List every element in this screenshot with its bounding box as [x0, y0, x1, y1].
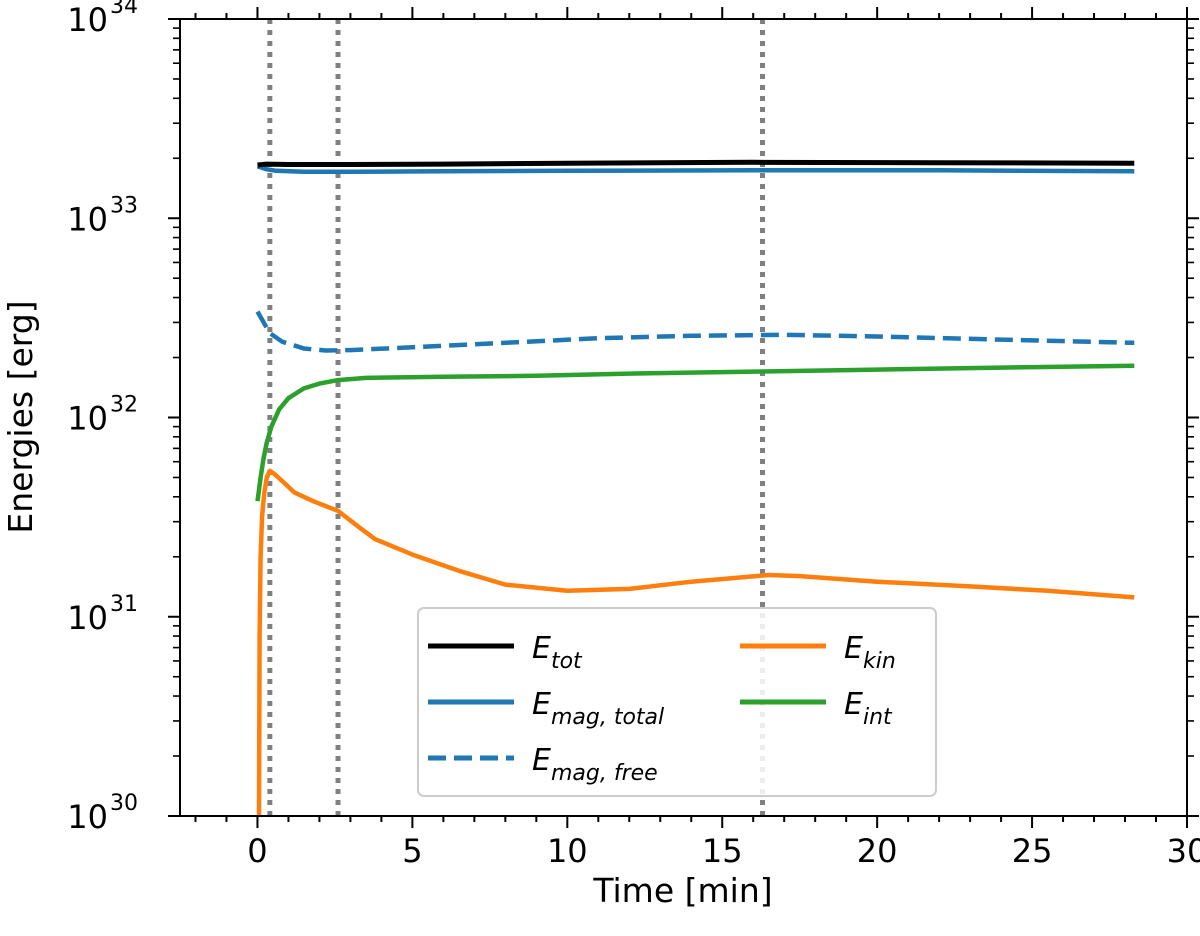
- y-tick-label: 1033: [67, 193, 138, 238]
- y-tick-exponent: 34: [110, 0, 138, 19]
- y-tick-exponent: 31: [110, 592, 138, 617]
- y-tick-label: 1034: [67, 0, 138, 39]
- series-line-e-int: [255, 363, 1135, 502]
- legend-entry-subscript: mag, total: [551, 705, 664, 730]
- plot-area: 0 5 10 15 20 25 30 1030 1031 1032 1033 1034: [67, 0, 1200, 870]
- y-tick-exponent: 32: [110, 393, 138, 418]
- y-tick-label: 1030: [67, 791, 138, 836]
- y-tick-label: 1032: [67, 393, 138, 438]
- series-lines: [255, 159, 1135, 816]
- y-tick-label: 1031: [67, 592, 138, 637]
- x-tick-label: 25: [1012, 832, 1053, 870]
- x-axis-label: Time [min]: [592, 871, 772, 910]
- legend-entry-subscript: mag, free: [551, 761, 658, 786]
- x-tick-label: 0: [247, 832, 267, 870]
- series-line-e-mag-total: [256, 164, 1135, 175]
- x-tick-label: 10: [547, 832, 588, 870]
- series-line-e-mag-free: [255, 310, 1135, 353]
- legend-box: [417, 607, 937, 797]
- x-tick-label: 20: [857, 832, 898, 870]
- legend-entry-subscript: tot: [551, 649, 583, 674]
- legend-entry-subscript: kin: [863, 649, 896, 674]
- y-axis-label: Energies [erg]: [1, 300, 40, 533]
- x-tick-label: 5: [402, 832, 422, 870]
- x-axis-ticks: 0 5 10 15 20 25 30: [194, 7, 1200, 870]
- x-tick-label: 15: [702, 832, 743, 870]
- legend-entry-subscript: int: [863, 705, 893, 730]
- series-line-e-kin: [256, 468, 1135, 816]
- series-line-e-tot: [257, 159, 1135, 168]
- y-tick-exponent: 30: [110, 791, 138, 816]
- y-tick-exponent: 33: [110, 193, 138, 218]
- x-tick-label: 30: [1167, 832, 1200, 870]
